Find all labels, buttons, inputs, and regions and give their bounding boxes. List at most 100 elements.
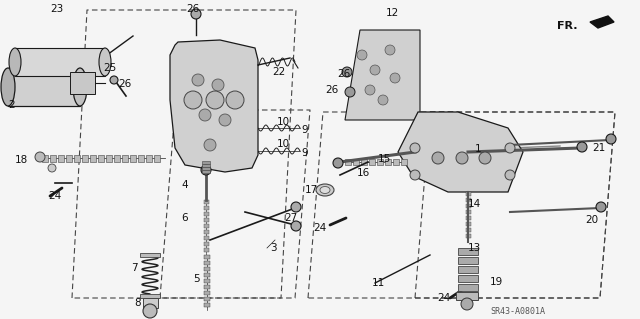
Text: 18: 18 bbox=[15, 155, 28, 165]
Text: 25: 25 bbox=[103, 63, 116, 73]
Bar bbox=[114, 154, 120, 161]
Text: 19: 19 bbox=[490, 277, 503, 287]
Text: 26: 26 bbox=[324, 85, 338, 95]
Polygon shape bbox=[170, 40, 258, 172]
Circle shape bbox=[479, 152, 491, 164]
Bar bbox=[204, 218, 209, 222]
Bar bbox=[465, 198, 470, 202]
Bar bbox=[204, 303, 210, 307]
Bar bbox=[204, 297, 210, 301]
Text: 20: 20 bbox=[585, 215, 598, 225]
Text: 3: 3 bbox=[270, 243, 276, 253]
Circle shape bbox=[505, 170, 515, 180]
Bar bbox=[15, 48, 105, 76]
Bar bbox=[42, 154, 48, 161]
Ellipse shape bbox=[320, 187, 330, 194]
Circle shape bbox=[370, 65, 380, 75]
Circle shape bbox=[212, 79, 224, 91]
Circle shape bbox=[226, 91, 244, 109]
Bar bbox=[465, 234, 470, 238]
Text: 6: 6 bbox=[181, 213, 188, 223]
Text: 26: 26 bbox=[337, 69, 350, 79]
Text: 4: 4 bbox=[181, 180, 188, 190]
Ellipse shape bbox=[99, 48, 111, 76]
Bar bbox=[465, 216, 470, 220]
Circle shape bbox=[199, 109, 211, 121]
Bar bbox=[458, 266, 478, 273]
Bar bbox=[106, 154, 112, 161]
Text: 26: 26 bbox=[118, 79, 131, 89]
Circle shape bbox=[110, 76, 118, 84]
Bar bbox=[204, 255, 210, 259]
Text: SR43-A0801A: SR43-A0801A bbox=[490, 307, 545, 315]
Circle shape bbox=[385, 45, 395, 55]
Bar bbox=[66, 154, 72, 161]
Circle shape bbox=[390, 73, 400, 83]
Bar bbox=[138, 154, 144, 161]
Circle shape bbox=[291, 221, 301, 231]
Bar bbox=[154, 154, 160, 161]
Bar bbox=[345, 159, 351, 165]
Text: 1: 1 bbox=[475, 144, 482, 154]
Text: 15: 15 bbox=[378, 154, 391, 164]
Text: 11: 11 bbox=[372, 278, 385, 288]
Circle shape bbox=[342, 67, 352, 77]
Bar bbox=[70, 72, 95, 94]
Text: 5: 5 bbox=[193, 274, 200, 284]
Bar bbox=[465, 204, 470, 208]
Circle shape bbox=[35, 152, 45, 162]
Bar bbox=[353, 159, 359, 165]
Polygon shape bbox=[590, 16, 614, 28]
Bar bbox=[146, 154, 152, 161]
Bar bbox=[204, 206, 209, 210]
Circle shape bbox=[48, 164, 56, 172]
Text: FR.: FR. bbox=[557, 21, 578, 31]
Circle shape bbox=[201, 165, 211, 175]
Circle shape bbox=[378, 95, 388, 105]
Bar bbox=[122, 154, 128, 161]
Bar bbox=[98, 154, 104, 161]
Bar bbox=[385, 159, 391, 165]
Circle shape bbox=[606, 134, 616, 144]
Bar bbox=[204, 261, 210, 265]
Circle shape bbox=[206, 91, 224, 109]
Bar bbox=[465, 222, 470, 226]
Bar bbox=[140, 294, 160, 298]
Circle shape bbox=[345, 87, 355, 97]
Text: 10: 10 bbox=[277, 139, 290, 149]
Bar bbox=[202, 164, 210, 167]
Text: 2: 2 bbox=[8, 100, 15, 110]
Text: 9: 9 bbox=[301, 125, 308, 135]
Text: 9: 9 bbox=[301, 148, 308, 158]
Bar bbox=[204, 248, 209, 252]
Text: 14: 14 bbox=[468, 199, 481, 209]
Bar bbox=[140, 253, 160, 257]
Circle shape bbox=[596, 202, 606, 212]
Circle shape bbox=[410, 170, 420, 180]
Bar bbox=[143, 298, 158, 308]
Bar bbox=[202, 161, 210, 164]
Ellipse shape bbox=[9, 48, 21, 76]
Text: 26: 26 bbox=[186, 4, 200, 14]
Text: 21: 21 bbox=[592, 143, 605, 153]
Text: 27: 27 bbox=[284, 213, 297, 223]
Bar bbox=[204, 212, 209, 216]
Bar bbox=[369, 159, 375, 165]
Bar bbox=[82, 154, 88, 161]
Text: 12: 12 bbox=[385, 8, 399, 18]
Bar bbox=[8, 68, 80, 106]
Bar bbox=[130, 154, 136, 161]
Circle shape bbox=[357, 50, 367, 60]
Bar bbox=[58, 154, 64, 161]
Text: 13: 13 bbox=[468, 243, 481, 253]
Bar bbox=[458, 257, 478, 264]
Bar bbox=[204, 291, 210, 295]
Ellipse shape bbox=[73, 68, 87, 106]
Ellipse shape bbox=[316, 184, 334, 196]
Circle shape bbox=[333, 158, 343, 168]
Bar bbox=[90, 154, 96, 161]
Circle shape bbox=[184, 91, 202, 109]
Bar bbox=[204, 267, 210, 271]
Bar bbox=[401, 159, 407, 165]
Text: 23: 23 bbox=[51, 4, 63, 14]
